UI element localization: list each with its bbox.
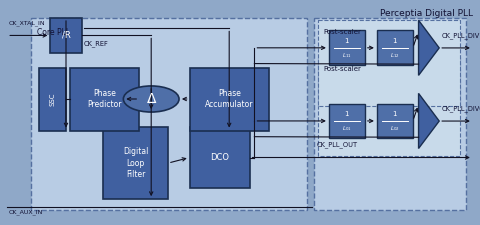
- Bar: [50, 18, 82, 53]
- Text: CK_AUX_IN: CK_AUX_IN: [9, 209, 43, 215]
- Text: 1: 1: [393, 38, 397, 44]
- Bar: [70, 68, 139, 130]
- Text: /R: /R: [61, 31, 71, 40]
- Bar: [103, 127, 168, 199]
- Text: Core PLL: Core PLL: [37, 28, 70, 37]
- Bar: [39, 68, 66, 130]
- Text: $L_{12}$: $L_{12}$: [390, 51, 399, 60]
- Bar: [377, 30, 413, 65]
- Text: DCO: DCO: [210, 153, 229, 162]
- Bar: [318, 57, 460, 156]
- Text: Phase
Accumulator: Phase Accumulator: [205, 89, 253, 109]
- Bar: [314, 18, 466, 210]
- Polygon shape: [419, 93, 439, 148]
- Text: CK_PLL_DIV0: CK_PLL_DIV0: [442, 105, 480, 112]
- Bar: [190, 127, 250, 188]
- Polygon shape: [419, 20, 439, 75]
- Text: $L_{11}$: $L_{11}$: [342, 51, 352, 60]
- Text: CK_XTAL_IN: CK_XTAL_IN: [9, 21, 45, 27]
- Text: 1: 1: [345, 111, 349, 117]
- Text: Post-scaler: Post-scaler: [323, 29, 361, 35]
- Text: SSC: SSC: [49, 92, 56, 106]
- Bar: [31, 18, 307, 210]
- Text: Phase
Predictor: Phase Predictor: [87, 89, 121, 109]
- Text: Digital
Loop
Filter: Digital Loop Filter: [123, 147, 148, 179]
- Bar: [190, 68, 269, 130]
- Bar: [329, 30, 365, 65]
- Text: 1: 1: [345, 38, 349, 44]
- Text: Post-scaler: Post-scaler: [323, 66, 361, 72]
- Text: $L_{01}$: $L_{01}$: [342, 124, 352, 133]
- Text: CK_PLL_DIV1: CK_PLL_DIV1: [442, 32, 480, 39]
- Text: CK_REF: CK_REF: [84, 40, 109, 47]
- Text: $L_{02}$: $L_{02}$: [390, 124, 399, 133]
- Bar: [318, 20, 460, 106]
- Circle shape: [123, 86, 179, 112]
- Text: CK_PLL_OUT: CK_PLL_OUT: [317, 142, 358, 148]
- Text: Δ: Δ: [146, 92, 156, 106]
- Bar: [377, 104, 413, 138]
- Bar: [329, 104, 365, 138]
- Text: 1: 1: [393, 111, 397, 117]
- Text: Perceptia Digital PLL: Perceptia Digital PLL: [380, 9, 473, 18]
